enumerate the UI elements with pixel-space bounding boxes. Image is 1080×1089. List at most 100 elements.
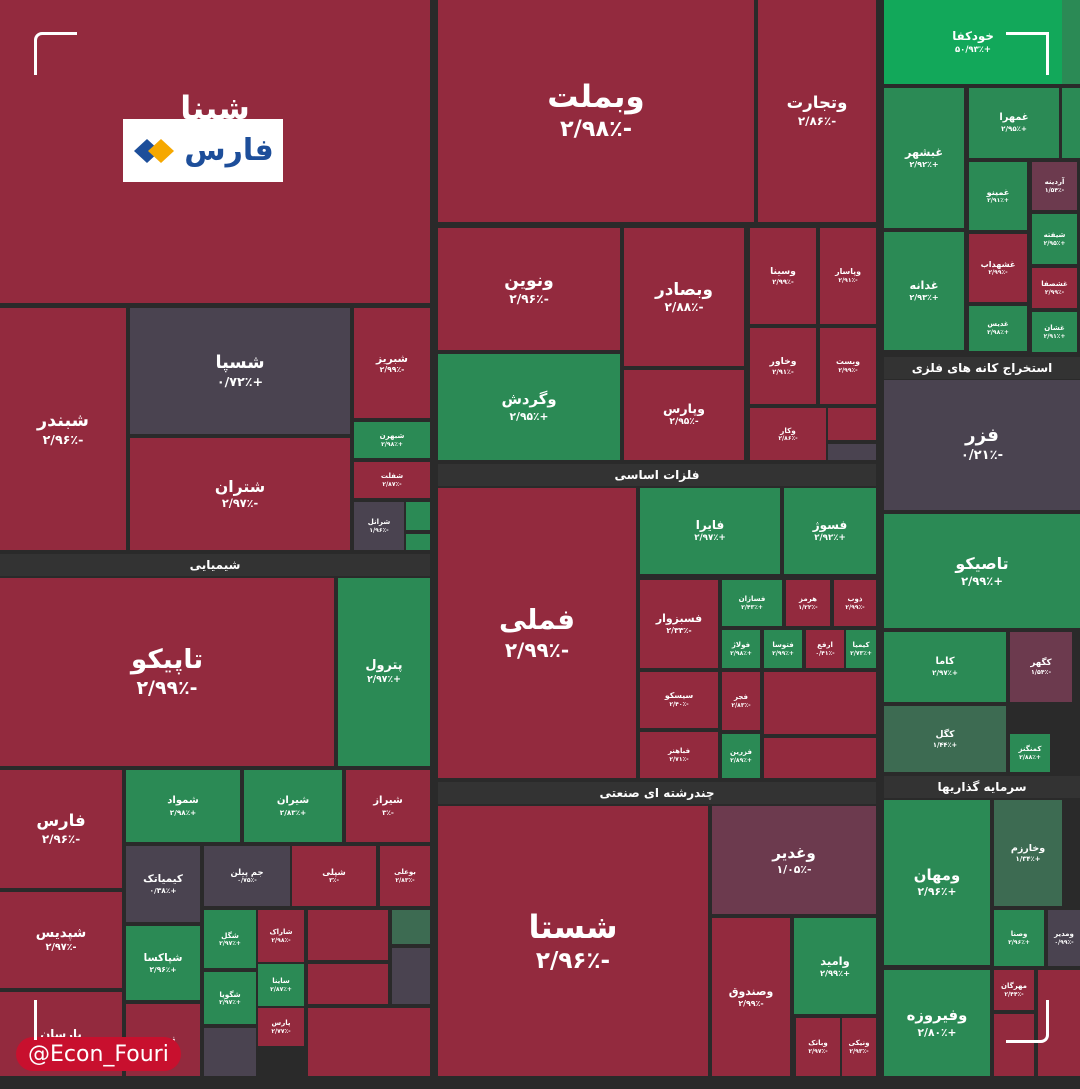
stock-change: +۲/۹۶٪ [149, 964, 177, 974]
stock-name: وسینا [770, 266, 796, 278]
stock-change: +۲/۹۷٪ [219, 998, 241, 1006]
stock-change: +۲/۹۲٪ [814, 533, 846, 544]
stock-change: +۲/۹۳٪ [909, 292, 939, 302]
stock-change: +۲/۹۸٪ [730, 649, 752, 657]
stock-name: شگویا [219, 989, 241, 999]
stock-tile: فسوژ +۲/۹۲٪ [784, 488, 876, 574]
stock-change: -۲/۹۳٪ [849, 1047, 869, 1055]
stock-change: -۲/۷۱٪ [669, 755, 689, 763]
stock-change: -۰/۷۵٪ [237, 877, 257, 885]
stock-name: جم پیلن [230, 866, 264, 877]
stock-name: شپلی [322, 866, 346, 877]
stock-tile: شگویا +۲/۹۷٪ [204, 972, 256, 1024]
stock-change: -۲/۹۶٪ [41, 831, 81, 846]
stock-name: ساینا [272, 976, 290, 985]
stock-change: -۲/۹۹٪ [988, 269, 1008, 277]
sector-header: شیمیایی [0, 554, 430, 576]
stock-name: ونوین [504, 270, 554, 291]
stock-change: -۲/۹۸٪ [559, 116, 633, 143]
stock-name: شپاکسا [143, 951, 183, 964]
stock-change: -۱/۹۶٪ [369, 526, 389, 534]
stock-name: پارس [271, 1018, 291, 1027]
filler-tile [392, 910, 430, 944]
stock-change: -۲/۹۹٪ [1044, 288, 1065, 296]
stock-tile: شیراز -۳٪ [346, 770, 430, 842]
stock-tile: وپارس -۲/۹۵٪ [624, 370, 744, 460]
stock-tile: غدانه +۲/۹۳٪ [884, 232, 964, 350]
stock-name: ونیکی [848, 1038, 870, 1047]
stock-change: +۲/۹۸٪ [987, 329, 1009, 337]
stock-change: -۲/۸۸٪ [664, 299, 704, 314]
stock-name: غدانه [909, 278, 939, 292]
stock-tile: شپنا [0, 0, 430, 303]
filler-tile [1062, 88, 1080, 158]
stock-name: وپاسار [835, 267, 861, 277]
logo-icon [134, 138, 175, 163]
stock-tile: غمینو +۲/۹۱٪ [969, 162, 1027, 230]
stock-change: -۲/۹۶٪ [535, 947, 611, 974]
stock-change: +۲/۹۸٪ [381, 440, 403, 448]
stock-name: شبهرن [379, 431, 405, 440]
sector-header: فلزات اساسی [438, 464, 876, 486]
stock-change: +۲/۸۹٪ [730, 756, 752, 764]
stock-tile: شبهرن +۲/۹۸٪ [354, 422, 430, 458]
stock-tile: وبملت -۲/۹۸٪ [438, 0, 754, 222]
stock-tile: وپاسار -۲/۹۱٪ [820, 228, 876, 324]
stock-change: -۲/۹۱٪ [772, 367, 794, 376]
stock-name: غشهداب [980, 259, 1016, 270]
stock-change: -۲/۹۱٪ [838, 277, 858, 285]
stock-name: وبست [835, 357, 861, 367]
stock-name: غمهرا [999, 112, 1029, 124]
stock-tile: آردینه -۱/۵۴٪ [1032, 162, 1077, 210]
stock-name: غبشهر [905, 145, 943, 159]
frame-corner [34, 32, 77, 75]
stock-name: وصندوق [728, 985, 774, 999]
stock-change: +۲/۹۸٪ [169, 807, 197, 817]
stock-name: مهرگان [1001, 981, 1027, 990]
stock-name: فزر [965, 425, 999, 447]
stock-tile: وصندوق -۲/۹۹٪ [712, 918, 790, 1076]
stock-tile: تاپیکو -۲/۹۹٪ [0, 578, 334, 766]
stock-name: شبریز [376, 351, 408, 365]
stock-tile: ونوین -۲/۹۶٪ [438, 228, 620, 350]
stock-change: -۰/۴۱٪ [815, 649, 835, 657]
stock-change: +۱/۳۴٪ [1015, 854, 1041, 863]
stock-change: -۲/۹۷٪ [808, 1047, 828, 1055]
stock-change: -۲/۴۴٪ [1004, 990, 1024, 998]
stock-tile: غشان +۲/۹۱٪ [1032, 312, 1077, 352]
stock-change: -۱/۵۴٪ [1044, 186, 1065, 194]
stock-change: +۲/۹۹٪ [819, 968, 851, 978]
stock-tile: کاما +۲/۹۷٪ [884, 632, 1006, 702]
stock-tile: وسینا -۲/۹۹٪ [750, 228, 816, 324]
stock-tile: شیفته +۲/۹۵٪ [1032, 214, 1077, 264]
filler-tile [308, 964, 388, 1004]
stock-change: +۲/۷۳٪ [850, 649, 872, 657]
stock-tile: فولاژ +۲/۹۸٪ [722, 630, 760, 668]
stock-name: فباهنر [667, 746, 691, 755]
filler-tile [764, 738, 876, 778]
stock-tile: فتوسا +۲/۹۹٪ [764, 630, 802, 668]
stock-change: +۲/۹۵٪ [1001, 123, 1027, 133]
stock-change: -۲/۹۹٪ [136, 676, 198, 699]
stock-tile: ونیکی -۲/۹۳٪ [842, 1018, 876, 1076]
stock-tile: شستا -۲/۹۶٪ [438, 806, 708, 1076]
stock-tile: شرانل -۱/۹۶٪ [354, 502, 404, 550]
stock-tile: کمنگنز +۲/۸۸٪ [1010, 734, 1050, 772]
stock-tile: وگردش +۲/۹۵٪ [438, 354, 620, 460]
stock-name: کیمیا [852, 640, 870, 649]
stock-name: فجر [734, 692, 748, 701]
stock-tile: کگل +۱/۴۴٪ [884, 706, 1006, 772]
stock-name: تاصیکو [955, 553, 1009, 573]
stock-tile: فباهنر -۲/۷۱٪ [640, 732, 718, 778]
frame-corner [34, 1000, 77, 1040]
stock-name: شبندر [36, 411, 90, 432]
filler-tile [392, 948, 430, 1004]
logo-text: فارس [184, 133, 274, 168]
stock-change: +۲/۹۷٪ [367, 674, 401, 686]
stock-tile: مهرگان -۲/۴۴٪ [994, 970, 1034, 1010]
stock-tile: شمواد +۲/۹۸٪ [126, 770, 240, 842]
stock-tile: فسازان +۲/۴۳٪ [722, 580, 782, 626]
stock-change: -۲/۹۷٪ [221, 496, 259, 510]
stock-name: غشان [1044, 323, 1065, 332]
filler-tile [828, 444, 876, 460]
